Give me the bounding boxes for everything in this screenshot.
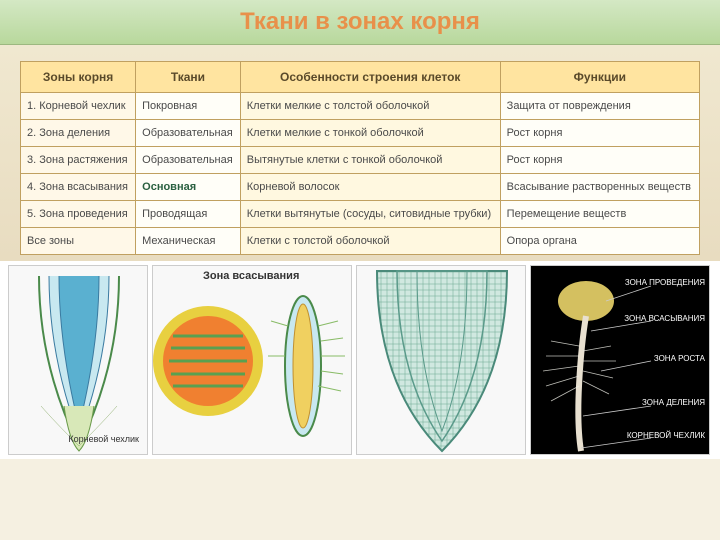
img4-label-0: ЗОНА ПРОВЕДЕНИЯ	[625, 278, 705, 287]
table-body: 1. Корневой чехлик Покровная Клетки мелк…	[21, 93, 700, 255]
cell-function: Опора органа	[500, 228, 699, 255]
img4-label-1: ЗОНА ВСАСЫВАНИЯ	[624, 314, 705, 323]
cell-zone: Все зоны	[21, 228, 136, 255]
cell-function: Всасывание растворенных веществ	[500, 174, 699, 201]
table-row: 3. Зона растяжения Образовательная Вытян…	[21, 147, 700, 174]
root-tip-micrograph	[356, 265, 526, 455]
table-row: 4. Зона всасывания Основная Корневой вол…	[21, 174, 700, 201]
cell-tissue: Образовательная	[136, 120, 241, 147]
cell-feature: Клетки мелкие с толстой оболочкой	[240, 93, 500, 120]
root-photo-labeled: ЗОНА ПРОВЕДЕНИЯ ЗОНА ВСАСЫВАНИЯ ЗОНА РОС…	[530, 265, 710, 455]
img4-label-4: КОРНЕВОЙ ЧЕХЛИК	[627, 431, 705, 440]
col-header-zones: Зоны корня	[21, 62, 136, 93]
cell-feature: Клетки мелкие с тонкой оболочкой	[240, 120, 500, 147]
table-row: 5. Зона проведения Проводящая Клетки выт…	[21, 201, 700, 228]
cell-tissue: Основная	[136, 174, 241, 201]
images-row: Корневой чехлик Зона всасывания	[0, 261, 720, 459]
table-row: 1. Корневой чехлик Покровная Клетки мелк…	[21, 93, 700, 120]
img4-label-3: ЗОНА ДЕЛЕНИЯ	[642, 398, 705, 407]
table-row: Все зоны Механическая Клетки с толстой о…	[21, 228, 700, 255]
cell-feature: Вытянутые клетки с тонкой оболочкой	[240, 147, 500, 174]
title-bar: Ткани в зонах корня	[0, 0, 720, 45]
cell-zone: 5. Зона проведения	[21, 201, 136, 228]
cell-function: Перемещение веществ	[500, 201, 699, 228]
cell-tissue: Механическая	[136, 228, 241, 255]
img2-title: Зона всасывания	[203, 270, 299, 282]
col-header-tissues: Ткани	[136, 62, 241, 93]
img1-label: Корневой чехлик	[68, 434, 139, 444]
col-header-functions: Функции	[500, 62, 699, 93]
absorption-zone-diagram: Зона всасывания	[152, 265, 352, 455]
cell-zone: 3. Зона растяжения	[21, 147, 136, 174]
root-zones-table: Зоны корня Ткани Особенности строения кл…	[20, 61, 700, 255]
cell-feature: Клетки вытянутые (сосуды, ситовидные тру…	[240, 201, 500, 228]
cell-feature: Клетки с толстой оболочкой	[240, 228, 500, 255]
cell-function: Защита от повреждения	[500, 93, 699, 120]
cell-zone: 4. Зона всасывания	[21, 174, 136, 201]
col-header-features: Особенности строения клеток	[240, 62, 500, 93]
page-title: Ткани в зонах корня	[16, 8, 704, 36]
cell-zone: 2. Зона деления	[21, 120, 136, 147]
img4-label-2: ЗОНА РОСТА	[654, 354, 705, 363]
cell-tissue: Образовательная	[136, 147, 241, 174]
root-cap-diagram: Корневой чехлик	[8, 265, 148, 455]
cell-function: Рост корня	[500, 147, 699, 174]
cell-feature: Корневой волосок	[240, 174, 500, 201]
cell-tissue: Покровная	[136, 93, 241, 120]
content-area: Зоны корня Ткани Особенности строения кл…	[0, 45, 720, 261]
cell-function: Рост корня	[500, 120, 699, 147]
cell-tissue: Проводящая	[136, 201, 241, 228]
table-row: 2. Зона деления Образовательная Клетки м…	[21, 120, 700, 147]
cell-zone: 1. Корневой чехлик	[21, 93, 136, 120]
